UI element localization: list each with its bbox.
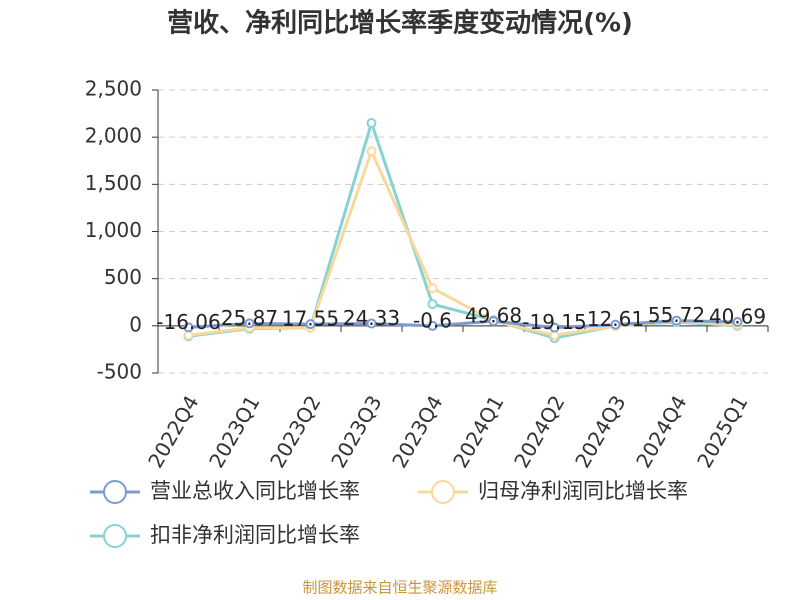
legend-marker: [431, 480, 455, 504]
data-point: [366, 318, 377, 329]
data-point: [427, 299, 438, 310]
legend-marker: [103, 480, 127, 504]
data-label: 49.68: [465, 304, 522, 328]
data-label: 25.87: [221, 306, 278, 330]
data-point: [183, 322, 194, 333]
x-tick-label: 2024Q1: [448, 391, 508, 472]
data-label: -16.06: [156, 310, 220, 334]
x-tick-label: 2023Q2: [265, 391, 325, 472]
data-label: 12.61: [587, 307, 644, 331]
data-label: -19.15: [522, 310, 586, 334]
y-tick-label: 2,500: [85, 77, 142, 101]
x-tick-label: 2023Q4: [387, 391, 447, 472]
data-label: -0.6: [413, 308, 452, 332]
data-label: 40.69: [709, 304, 766, 328]
source-note: 制图数据来自恒生聚源数据库: [302, 579, 497, 597]
data-point: [305, 319, 316, 330]
y-tick-label: 500: [104, 265, 142, 289]
legend-marker: [103, 524, 127, 548]
legend-label: 归母净利润同比增长率: [478, 479, 688, 503]
series-line: [188, 319, 738, 330]
data-label: 24.33: [343, 306, 400, 330]
x-tick-label: 2022Q4: [143, 391, 203, 472]
y-tick-label: -500: [97, 360, 142, 384]
x-tick-label: 2023Q3: [326, 391, 386, 472]
data-point: [427, 283, 438, 294]
chart-title: 营收、净利同比增长率季度变动情况(%): [167, 8, 633, 39]
data-label: 55.72: [648, 303, 705, 327]
y-tick-label: 2,000: [85, 124, 142, 148]
data-label: 17.55: [282, 307, 339, 331]
data-point: [610, 319, 621, 330]
x-tick-label: 2023Q1: [204, 391, 264, 472]
x-tick-label: 2024Q2: [509, 391, 569, 472]
y-tick-label: 1,000: [85, 218, 142, 242]
data-point: [366, 146, 377, 157]
data-point: [427, 320, 438, 331]
x-tick-label: 2024Q3: [570, 391, 630, 472]
data-point: [671, 315, 682, 326]
y-tick-label: 0: [129, 312, 142, 336]
data-point: [732, 316, 743, 327]
x-tick-label: 2024Q4: [631, 391, 691, 472]
data-point: [549, 322, 560, 333]
y-tick-label: 1,500: [85, 171, 142, 195]
x-tick-label: 2025Q1: [692, 391, 752, 472]
data-point: [366, 118, 377, 129]
data-point: [488, 316, 499, 327]
data-point: [244, 318, 255, 329]
legend-label: 扣非净利润同比增长率: [150, 523, 360, 547]
legend-label: 营业总收入同比增长率: [150, 479, 360, 503]
